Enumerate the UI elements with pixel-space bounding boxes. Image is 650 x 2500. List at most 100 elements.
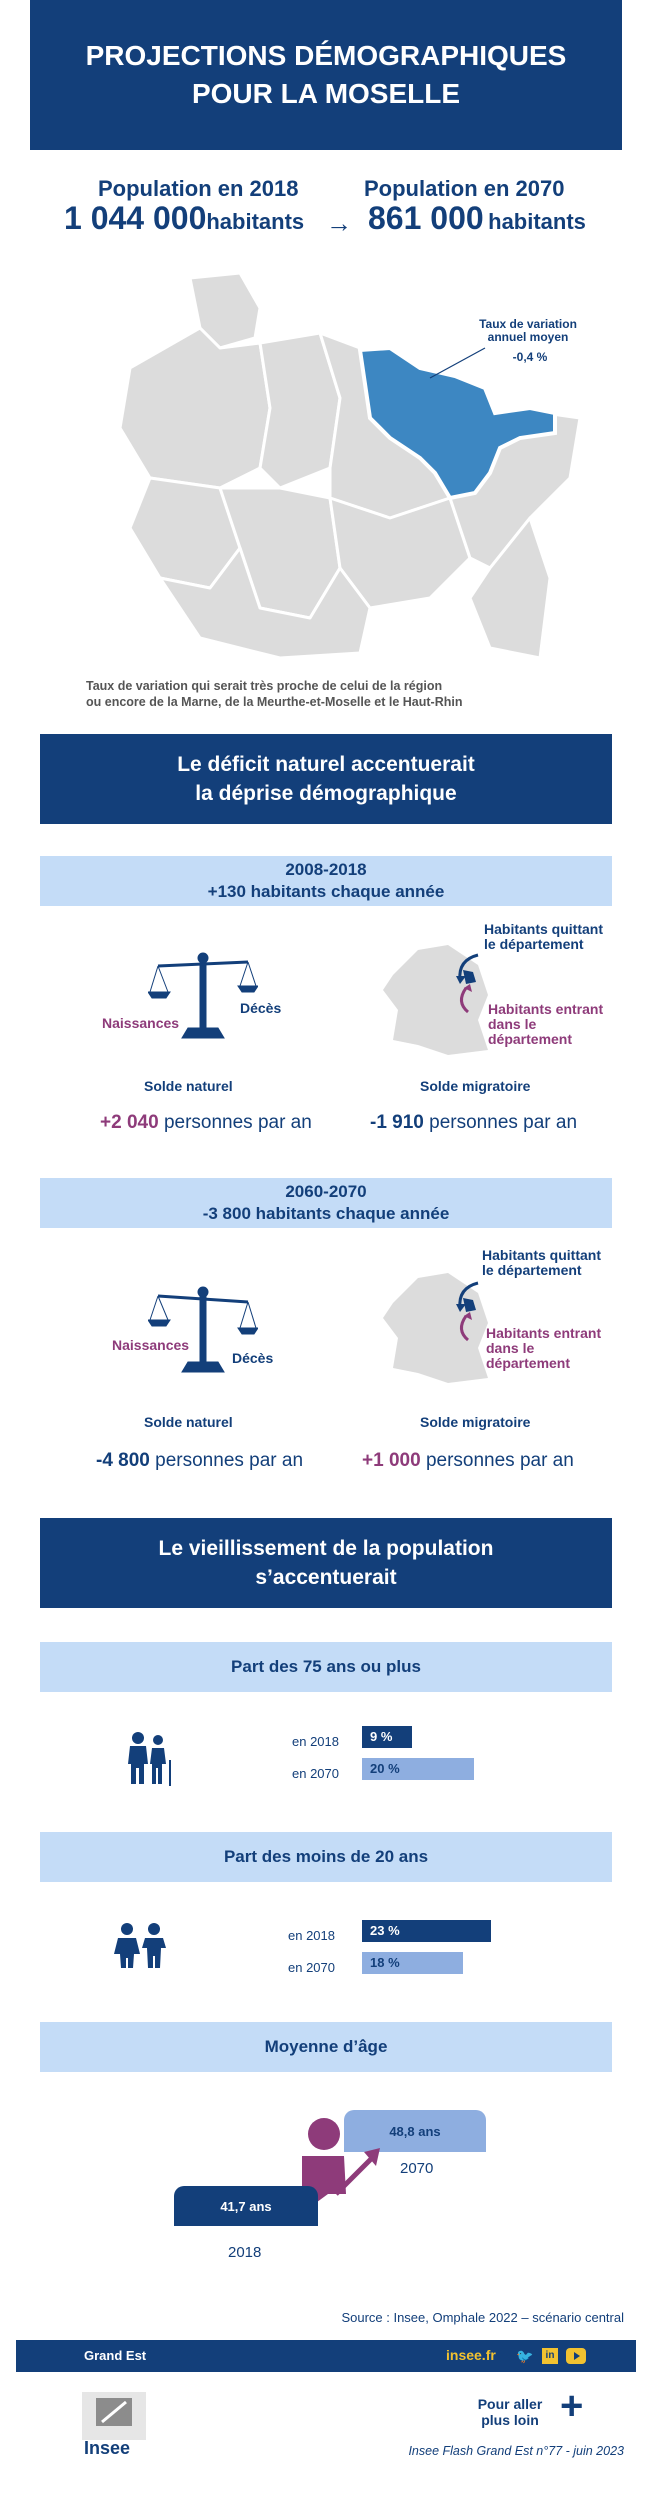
- period1-migration-value: -1 910: [370, 1112, 424, 1133]
- part20-header: Part des moins de 20 ans: [40, 1832, 612, 1882]
- map-note-line2: ou encore de la Marne, de la Meurthe-et-…: [86, 695, 463, 709]
- period1-migration-stat: -1 910 personnes par an: [370, 1112, 577, 1134]
- period2-migration-unit: personnes par an: [425, 1450, 574, 1471]
- youtube-icon[interactable]: [566, 2348, 586, 2364]
- elderly-icon: [128, 1732, 171, 1786]
- map-note: Taux de variation qui serait très proche…: [86, 678, 462, 710]
- part75-value-2018: 9 %: [370, 1729, 393, 1744]
- age-header: Moyenne d’âge: [40, 2022, 612, 2072]
- linkedin-icon[interactable]: in: [542, 2348, 558, 2364]
- france-map-icon: [383, 945, 488, 1055]
- period1-header: 2008-2018 +130 habitants chaque année: [40, 856, 612, 906]
- period1-summary: +130 habitants chaque année: [207, 882, 445, 901]
- insee-logo: [82, 2392, 146, 2440]
- period2-entering: Habitants entrant dans le département: [486, 1325, 602, 1371]
- period2-migration-value: +1 000: [362, 1450, 421, 1471]
- part75-value-2070: 20 %: [370, 1761, 400, 1776]
- period1-solde-naturel: Solde naturel: [144, 1078, 233, 1094]
- age-2070-box: 48,8 ans: [344, 2110, 486, 2152]
- period1-naissances: Naissances: [102, 1015, 180, 1031]
- part20-label-2018: en 2018: [288, 1928, 335, 1943]
- more-line2: plus loin: [481, 2412, 539, 2428]
- map-moselle-highlight: [357, 345, 557, 501]
- section1-line2: la déprise démographique: [195, 782, 457, 805]
- source-note: Source : Insee, Omphale 2022 – scénario …: [341, 2310, 624, 2325]
- period2-deces: Décès: [232, 1350, 274, 1366]
- section-natural-deficit: Le déficit naturel accentuerait la dépri…: [40, 734, 612, 824]
- period2-quitting: Habitants quittant le département: [482, 1247, 601, 1278]
- plus-icon[interactable]: +: [560, 2384, 584, 2428]
- part20-bar-2018: 23 %: [362, 1920, 491, 1942]
- footer-site-link[interactable]: insee.fr: [446, 2347, 496, 2363]
- more-line1: Pour aller: [477, 2396, 543, 2412]
- period2-years: 2060-2070: [285, 1182, 367, 1201]
- age-value-2018: 41,7 ans: [220, 2198, 272, 2214]
- age-2018-box: 41,7 ans: [174, 2186, 318, 2226]
- part75-bar-2070: 20 %: [362, 1758, 474, 1780]
- period2-natural-stat: -4 800 personnes par an: [96, 1450, 303, 1472]
- map-haut-rhin: [468, 516, 552, 660]
- part20-label-2070: en 2070: [288, 1960, 335, 1975]
- publication-ref: Insee Flash Grand Est n°77 - juin 2023: [408, 2444, 624, 2458]
- population-2018-unit: habitants: [206, 209, 305, 234]
- map-callout-title: Taux de variation annuel moyen: [479, 317, 577, 344]
- age-year-2070: 2070: [400, 2160, 434, 2177]
- map-south: [158, 546, 372, 660]
- section-aging: Le vieillissement de la population s’acc…: [40, 1518, 612, 1608]
- age-year-2018: 2018: [228, 2244, 262, 2261]
- population-2070: 861 000 habitants: [368, 200, 586, 237]
- map-marne: [118, 326, 272, 490]
- map-callout-value: -0,4 %: [512, 350, 548, 364]
- period1-solde-migratoire: Solde migratoire: [420, 1078, 531, 1094]
- balance-icon: [148, 1286, 258, 1373]
- population-2070-value: 861 000: [368, 200, 484, 236]
- population-2018: 1 044 000habitants: [64, 200, 304, 237]
- period2-migration-stat: +1 000 personnes par an: [362, 1450, 574, 1472]
- period1-natural-value: +2 040: [100, 1112, 159, 1133]
- period1-entering: Habitants entrant dans le département: [488, 1001, 604, 1047]
- period2-summary: -3 800 habitants chaque année: [202, 1204, 450, 1223]
- footer-bar: Grand Est insee.fr 🐦 in: [16, 2340, 636, 2372]
- age-title: Moyenne d’âge: [264, 2037, 388, 2056]
- part75-bar-2018: 9 %: [362, 1726, 412, 1748]
- population-2070-label: Population en 2070: [364, 176, 565, 201]
- period1-years: 2008-2018: [285, 860, 367, 879]
- section1-line1: Le déficit naturel accentuerait: [177, 753, 475, 776]
- period2-header: 2060-2070 -3 800 habitants chaque année: [40, 1178, 612, 1228]
- region-map: [118, 271, 582, 660]
- balance-icon: [148, 952, 258, 1039]
- period1-natural-unit: personnes par an: [163, 1112, 312, 1133]
- page-title-line2: POUR LA MOSELLE: [191, 78, 461, 109]
- logo-text: Insee: [84, 2438, 131, 2458]
- period2-natural-unit: personnes par an: [155, 1450, 304, 1471]
- part75-label-2018: en 2018: [292, 1734, 339, 1749]
- twitter-icon[interactable]: 🐦: [516, 2348, 534, 2364]
- header-banner: PROJECTIONS DÉMOGRAPHIQUES POUR LA MOSEL…: [30, 0, 622, 150]
- part75-header: Part des 75 ans ou plus: [40, 1642, 612, 1692]
- period1-quitting: Habitants quittant le département: [484, 921, 603, 952]
- population-2018-value: 1 044 000: [64, 200, 207, 236]
- period2-solde-migratoire: Solde migratoire: [420, 1414, 531, 1430]
- part20-bar-2070: 18 %: [362, 1952, 463, 1974]
- part20-value-2070: 18 %: [370, 1955, 400, 1970]
- map-note-line1: Taux de variation qui serait très proche…: [86, 679, 443, 693]
- part20-title: Part des moins de 20 ans: [223, 1847, 429, 1866]
- children-icon: [114, 1923, 166, 1968]
- period1-deces: Décès: [240, 1000, 282, 1016]
- page-title-line1: PROJECTIONS DÉMOGRAPHIQUES: [85, 40, 567, 71]
- arrow-icon: →: [326, 208, 352, 238]
- part20-value-2018: 23 %: [370, 1923, 400, 1938]
- age-value-2070: 48,8 ans: [389, 2123, 441, 2139]
- section2-line2: s’accentuerait: [255, 1566, 397, 1589]
- more-link[interactable]: Pour aller plus loin: [470, 2396, 550, 2428]
- period2-solde-naturel: Solde naturel: [144, 1414, 233, 1430]
- period1-natural-stat: +2 040 personnes par an: [100, 1112, 312, 1134]
- period1-migration-unit: personnes par an: [429, 1112, 578, 1133]
- section2-line1: Le vieillissement de la population: [158, 1537, 494, 1560]
- part75-title: Part des 75 ans ou plus: [231, 1657, 421, 1676]
- footer-region: Grand Est: [84, 2348, 147, 2363]
- period2-naissances: Naissances: [112, 1337, 190, 1353]
- period2-natural-value: -4 800: [96, 1450, 150, 1471]
- part75-label-2070: en 2070: [292, 1766, 339, 1781]
- population-2018-label: Population en 2018: [98, 176, 299, 201]
